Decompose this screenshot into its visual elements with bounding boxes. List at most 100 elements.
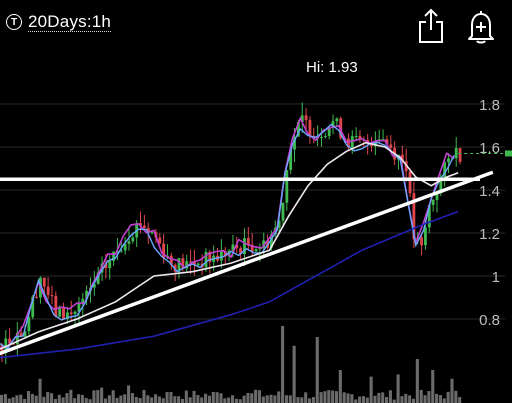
y-tick-label: 1.2	[479, 226, 500, 243]
volume-bar	[350, 394, 354, 403]
volume-bar	[130, 393, 134, 403]
candle-body	[243, 238, 246, 255]
timeframe-icon: T	[6, 14, 22, 30]
volume-bar	[173, 396, 177, 403]
y-tick-label: 1	[492, 269, 500, 286]
candle-body	[181, 258, 185, 269]
candle-body	[69, 312, 73, 315]
candle-body	[19, 332, 23, 337]
volume-bar	[442, 398, 446, 403]
volume-bars	[0, 326, 462, 403]
volume-bar	[42, 396, 46, 403]
share-icon[interactable]	[418, 8, 444, 44]
candle-body	[46, 286, 50, 296]
candle-body	[231, 244, 235, 251]
volume-bar	[381, 392, 385, 403]
candle-body	[454, 148, 458, 159]
candle-body	[8, 338, 12, 344]
volume-bar	[11, 397, 15, 403]
volume-bar	[261, 396, 265, 403]
candle-body	[239, 248, 243, 255]
volume-bar	[111, 390, 115, 403]
volume-bar	[154, 394, 158, 403]
candle-body	[35, 296, 38, 298]
candle-body	[123, 243, 127, 251]
volume-bar	[69, 389, 73, 403]
volume-bar	[96, 390, 100, 403]
candle-body	[335, 118, 339, 122]
grid	[0, 103, 505, 320]
volume-bar	[288, 395, 292, 403]
volume-bar	[296, 397, 300, 403]
volume-bar	[180, 398, 185, 403]
volume-bar	[331, 390, 335, 403]
ascending-trendline	[0, 170, 494, 356]
y-tick-label: 1.4	[479, 183, 500, 200]
candle-body	[358, 135, 362, 140]
y-axis-ticks: 1.8 1.6 1.4 1.2 1 0.8	[479, 97, 500, 329]
volume-bar	[431, 370, 435, 403]
candle-body	[204, 251, 208, 268]
volume-bar	[26, 390, 31, 403]
high-label: Hi: 1.93	[306, 59, 358, 76]
candle-body	[385, 139, 389, 145]
volume-bar	[115, 397, 119, 403]
candle-body	[27, 317, 31, 332]
volume-bar	[165, 392, 169, 403]
volume-bar	[53, 398, 57, 403]
volume-bar	[454, 390, 458, 403]
candle-body	[208, 251, 212, 262]
volume-bar	[338, 370, 342, 403]
candle-body	[15, 332, 19, 345]
volume-bar	[184, 390, 188, 403]
volume-bar	[250, 393, 254, 403]
volume-bar	[311, 397, 315, 403]
volume-bar	[400, 396, 404, 403]
volume-bar	[315, 337, 319, 403]
candle-body	[254, 249, 258, 252]
volume-bar	[46, 391, 50, 403]
volume-bar	[354, 399, 358, 403]
volume-bar	[196, 395, 200, 403]
volume-bar	[207, 395, 211, 403]
volume-bar	[3, 394, 7, 403]
timeframe-selector[interactable]: T 20Days:1h	[6, 12, 112, 32]
candle-body	[96, 272, 100, 284]
volume-bar	[211, 392, 215, 403]
candle-body	[320, 137, 323, 139]
candle-body	[327, 127, 331, 137]
candle-body	[389, 144, 393, 148]
volume-bar	[161, 398, 165, 403]
candle-body	[23, 331, 27, 337]
volume-bar	[450, 378, 454, 403]
candle-body	[304, 115, 308, 121]
bell-plus-icon[interactable]	[466, 8, 496, 44]
volume-bar	[169, 392, 173, 403]
volume-bar	[0, 394, 4, 403]
volume-bar	[411, 398, 416, 403]
candle-body	[42, 277, 46, 287]
candle-body	[435, 193, 439, 200]
volume-bar	[427, 391, 431, 403]
volume-bar	[435, 393, 439, 403]
volume-bar	[319, 392, 323, 403]
volume-bar	[323, 391, 327, 403]
candle-body	[177, 258, 181, 272]
drawn-lines[interactable]	[0, 150, 512, 359]
candle-body	[127, 241, 131, 244]
volume-bar	[273, 395, 277, 403]
volume-bar	[277, 391, 281, 403]
volume-bar	[446, 391, 450, 403]
timeframe-label[interactable]: 20Days:1h	[28, 12, 112, 32]
volume-bar	[30, 393, 34, 403]
volume-bar	[458, 397, 462, 403]
candle-body	[331, 121, 335, 128]
candle-body	[31, 296, 35, 318]
volume-bar	[365, 397, 369, 403]
volume-bar	[38, 378, 42, 403]
candle-body	[408, 171, 412, 194]
candle-body	[420, 237, 423, 246]
candle-body	[424, 227, 427, 246]
ma_slow-line	[0, 210, 459, 359]
